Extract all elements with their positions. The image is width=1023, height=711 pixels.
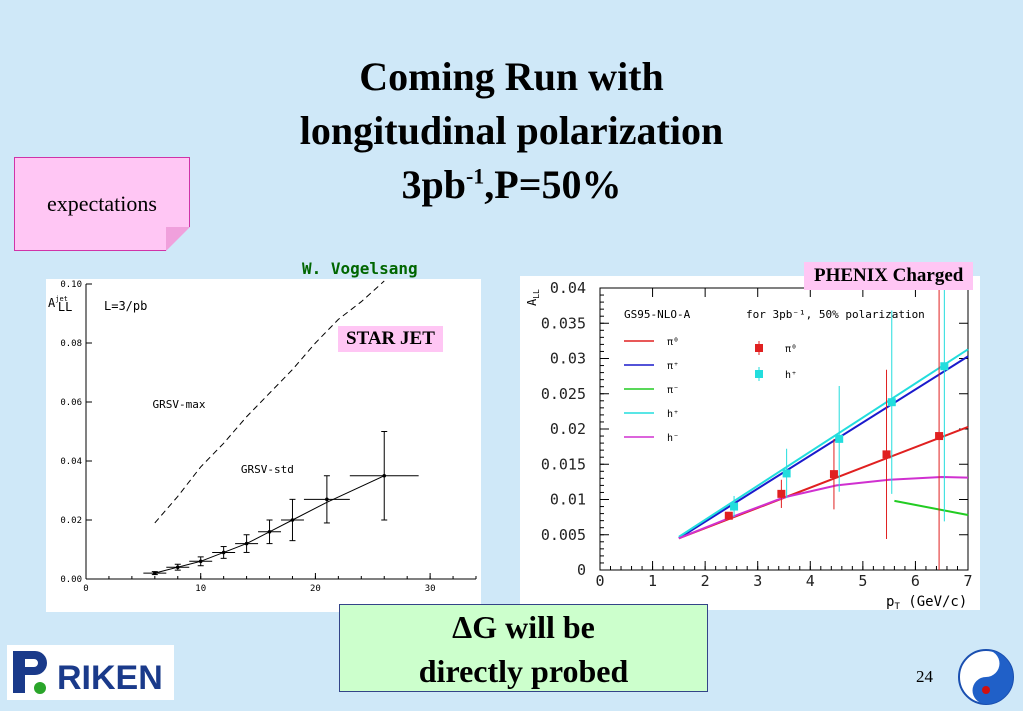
- star-data-point: [198, 559, 203, 564]
- star-y-tick-label: 0.06: [60, 398, 82, 408]
- star-curve-grsv-max: [154, 280, 385, 524]
- phenix-curve: [894, 499, 969, 516]
- phenix-legend: π⁰ π⁺ π⁻ h⁺ h⁻ π⁰ h⁺: [624, 337, 797, 444]
- phenix-data-point: [835, 434, 844, 443]
- riken-logo: RIKEN: [7, 645, 174, 700]
- phenix-legend-label: π⁰: [667, 337, 679, 348]
- star-x-tick-label: 30: [425, 584, 436, 594]
- star-y-axis-label: Ajet LL: [48, 295, 72, 314]
- phenix-data-point: [882, 450, 891, 459]
- title-line-3: 3pb-1,P=50%: [401, 162, 622, 207]
- phenix-y-tick-label: 0.015: [541, 455, 586, 473]
- star-y-tick-label: 0.00: [60, 575, 82, 585]
- phenix-plot: 0 1 2 3 4 5 6 7 0 0.005 0.01 0.015 0.02 0.025 0.03 0.03…: [520, 276, 980, 612]
- star-jet-label: STAR JET: [338, 326, 443, 352]
- phenix-x-tick-label: 2: [701, 572, 710, 590]
- phenix-legend-label: h⁻: [667, 433, 679, 444]
- riken-wordmark: RIKEN: [57, 659, 163, 697]
- delta-g-probed-box: ΔG will be directly probed: [339, 604, 708, 692]
- phenix-header-right: for 3pb⁻¹, 50% polarization: [746, 308, 925, 321]
- phenix-x-tick-label: 0: [595, 572, 604, 590]
- phenix-data-point: [777, 489, 786, 498]
- phenix-legend-label: h⁺: [785, 370, 797, 381]
- page-number: 24: [916, 667, 933, 686]
- star-luminosity-annotation: L=3/pb: [104, 299, 147, 313]
- star-points: [143, 431, 419, 576]
- star-data-point: [221, 550, 226, 555]
- swirl-logo-icon: [955, 646, 1019, 706]
- star-curves: GRSV-max GRSV-std: [153, 280, 385, 574]
- phenix-y-tick-label: 0.035: [541, 314, 586, 332]
- phenix-legend-marker: [755, 370, 763, 378]
- star-y-tick-label: 0.02: [60, 516, 82, 526]
- star-y-tick-label: 0.04: [60, 457, 82, 467]
- phenix-y-tick-label: 0.01: [550, 491, 586, 509]
- phenix-data-point: [730, 502, 739, 511]
- phenix-data-point: [940, 362, 949, 371]
- star-curve-label: GRSV-std: [241, 463, 294, 476]
- star-data-point: [244, 541, 249, 546]
- phenix-legend-marker: [755, 344, 763, 352]
- title-line-1: Coming Run with: [359, 54, 664, 99]
- phenix-legend-label: π⁺: [667, 361, 679, 372]
- phenix-header-left: GS95-NLO-A: [624, 308, 691, 321]
- phenix-data-point: [724, 511, 733, 520]
- phenix-data-point: [887, 398, 896, 407]
- phenix-x-axis-label: pT (GeV/c): [886, 594, 967, 610]
- phenix-frame: [599, 287, 969, 571]
- star-y-tick-label: 0.08: [60, 339, 82, 349]
- phenix-curve: [678, 348, 969, 538]
- star-curve-label: GRSV-max: [153, 398, 206, 411]
- phenix-y-tick-label: 0.025: [541, 385, 586, 403]
- star-x-tick-label: 20: [310, 584, 321, 594]
- phenix-data-point: [829, 470, 838, 479]
- riken-green-dot: [34, 682, 46, 694]
- phenix-x-tick-label: 3: [753, 572, 762, 590]
- phenix-curves: [678, 348, 969, 540]
- title-line-2: longitudinal polarization: [299, 108, 724, 153]
- phenix-y-tick-label: 0: [577, 561, 586, 579]
- star-data-point: [267, 530, 272, 534]
- expectations-note: expectations: [14, 157, 190, 251]
- phenix-y-tick-label: 0.005: [541, 526, 586, 544]
- expectations-label: expectations: [47, 191, 157, 216]
- phenix-y-axis-label: ALL: [525, 289, 541, 306]
- phenix-y-tick-label: 0.04: [550, 279, 586, 297]
- phenix-x-tick-label: 4: [806, 572, 815, 590]
- note-fold-corner: [166, 227, 190, 251]
- phenix-legend-label: h⁺: [667, 409, 679, 420]
- phenix-x-tick-label: 7: [963, 572, 972, 590]
- star-x-tick-label: 10: [195, 584, 206, 594]
- phenix-chart-svg: 0 1 2 3 4 5 6 7 0 0.005 0.01 0.015 0.02 0.025 0.03 0.03…: [525, 279, 973, 612]
- star-data-point: [382, 473, 387, 478]
- phenix-y-tick-label: 0.03: [550, 350, 586, 368]
- star-data-point: [290, 518, 295, 522]
- star-x-tick-label: 0: [83, 584, 88, 594]
- author-label: W. Vogelsang: [302, 259, 418, 278]
- star-jet-chart-svg: 0 10 20 30 0.00 0.02 0.04 0.06 0.08 0.10 GRSV-max…: [48, 280, 477, 594]
- probed-line-2: directly probed: [418, 653, 629, 689]
- phenix-data-point: [782, 469, 791, 478]
- phenix-legend-label: π⁰: [785, 344, 797, 355]
- riken-r-mark: [13, 651, 47, 693]
- phenix-x-tick-label: 5: [858, 572, 867, 590]
- phenix-axes: 0 1 2 3 4 5 6 7 0 0.005 0.01 0.015 0.02 0.025 0.03 0.03…: [541, 279, 973, 590]
- phenix-x-tick-label: 6: [911, 572, 920, 590]
- star-data-point: [153, 571, 157, 575]
- star-y-tick-label: 0.10: [60, 280, 82, 290]
- phenix-y-tick-label: 0.02: [550, 420, 586, 438]
- riken-logo-svg: RIKEN: [13, 651, 163, 697]
- star-data-point: [175, 565, 180, 569]
- star-data-point: [325, 497, 329, 502]
- phenix-legend-label: π⁻: [667, 385, 679, 396]
- slide-title: Coming Run with longitudinal polarizatio…: [0, 50, 1023, 212]
- phenix-points: [724, 288, 949, 570]
- phenix-curve: [678, 355, 969, 540]
- phenix-charged-label: PHENIX Charged: [804, 262, 974, 290]
- probed-line-1: ΔG will be: [452, 609, 595, 645]
- star-axes: 0 10 20 30 0.00 0.02 0.04 0.06 0.08 0.10: [60, 280, 477, 594]
- phenix-data-point: [935, 432, 944, 441]
- phenix-x-tick-label: 1: [648, 572, 657, 590]
